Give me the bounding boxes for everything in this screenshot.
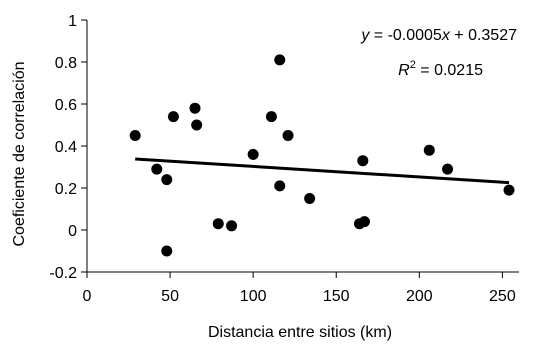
data-point (161, 174, 173, 186)
y-tick-label: 1 (68, 13, 77, 30)
data-point (282, 130, 294, 141)
x-tick-label: 0 (83, 288, 92, 305)
x-tick-label: 250 (489, 288, 516, 305)
data-point (189, 102, 201, 114)
x-tick-label: 200 (406, 288, 433, 305)
y-axis: -0.2 0 0.2 0.4 0.6 0.8 1 (49, 13, 88, 282)
data-point (442, 163, 454, 175)
data-point (304, 193, 316, 204)
data-point (212, 218, 224, 230)
data-point (191, 119, 203, 131)
data-point (167, 111, 179, 123)
x-axis-title: Distancia entre sitios (km) (208, 324, 392, 341)
x-axis: 0 50 100 150 200 250 (83, 271, 519, 305)
regression-equation: y = -0.0005x + 0.3527 (360, 27, 517, 44)
r-squared-label: R2 = 0.0215 (398, 59, 483, 79)
x-tick-label: 150 (323, 288, 350, 305)
data-point (274, 180, 286, 192)
data-point (423, 144, 435, 156)
data-point (226, 220, 238, 232)
y-tick-label: 0.2 (55, 181, 77, 198)
trendline (135, 157, 510, 185)
y-tick-label: -0.2 (49, 265, 77, 282)
data-point (129, 130, 141, 141)
data-point (358, 216, 370, 228)
data-point (161, 245, 173, 257)
data-point (151, 163, 163, 175)
data-point (265, 111, 277, 123)
trendline-group (135, 157, 510, 185)
y-tick-label: 0.8 (55, 55, 77, 72)
y-tick-label: 0.4 (55, 139, 77, 156)
x-tick-label: 50 (161, 288, 179, 305)
y-axis-title: Coeficiente de correlación (11, 62, 28, 247)
data-point (357, 155, 369, 167)
y-tick-label: 0 (68, 223, 77, 240)
data-points (129, 54, 515, 257)
data-point (247, 148, 259, 160)
x-tick-label: 100 (240, 288, 267, 305)
data-point (503, 184, 515, 196)
data-point (274, 54, 286, 66)
y-tick-label: 0.6 (55, 97, 77, 114)
